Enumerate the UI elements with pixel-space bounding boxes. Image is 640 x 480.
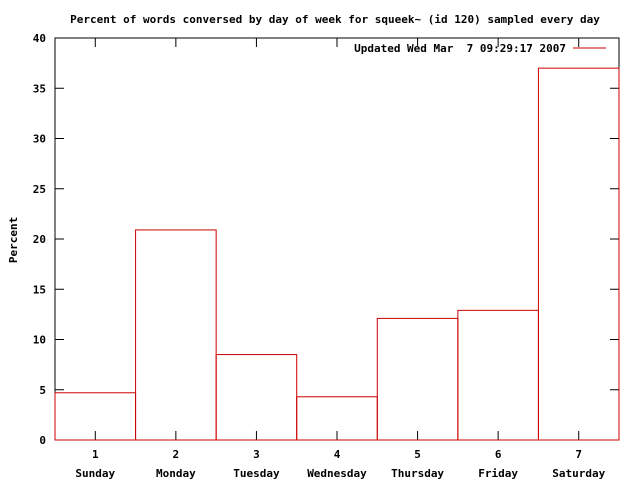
y-tick-label: 25 <box>33 183 46 196</box>
x-day-label: Thursday <box>391 467 444 480</box>
histogram-bar <box>537 67 620 441</box>
x-day-label: Friday <box>478 467 518 480</box>
histogram-series <box>54 67 620 441</box>
plot-frame <box>54 37 620 441</box>
x-tick-label: 4 <box>334 448 341 461</box>
x-tick-label: 2 <box>173 448 180 461</box>
histogram-bar <box>135 229 217 441</box>
x-day-label: Wednesday <box>307 467 367 480</box>
y-tick-label: 5 <box>39 384 46 397</box>
x-tick-label: 7 <box>575 448 582 461</box>
y-tick-label: 30 <box>33 133 46 146</box>
y-tick-label: 15 <box>33 283 46 296</box>
y-tick-label: 20 <box>33 233 46 246</box>
x-day-label: Saturday <box>552 467 605 480</box>
x-tick-label: 6 <box>495 448 502 461</box>
legend-label: Updated Wed Mar 7 09:29:17 2007 <box>354 42 566 55</box>
histogram-bar <box>457 309 539 441</box>
histogram-bar <box>376 317 459 441</box>
x-tick-label: 3 <box>253 448 260 461</box>
y-tick-label: 10 <box>33 334 46 347</box>
x-day-label: Tuesday <box>233 467 280 480</box>
x-tick-label: 1 <box>92 448 99 461</box>
y-tick-label: 0 <box>39 434 46 447</box>
x-axis: 1 Sunday 2 Monday 3 Tuesday 4 Wednesday 5 Thursda… <box>75 38 606 480</box>
y-axis-label: Percent <box>7 217 20 263</box>
x-tick-label: 5 <box>414 448 421 461</box>
histogram-bar <box>215 354 298 441</box>
y-axis: 0 5 10 15 20 25 30 35 40 <box>33 32 619 447</box>
y-tick-label: 40 <box>33 32 46 45</box>
y-tick-label: 35 <box>33 82 46 95</box>
x-day-label: Monday <box>156 467 196 480</box>
x-day-label: Sunday <box>75 467 115 480</box>
chart-title: Percent of words conversed by day of wee… <box>70 13 600 26</box>
